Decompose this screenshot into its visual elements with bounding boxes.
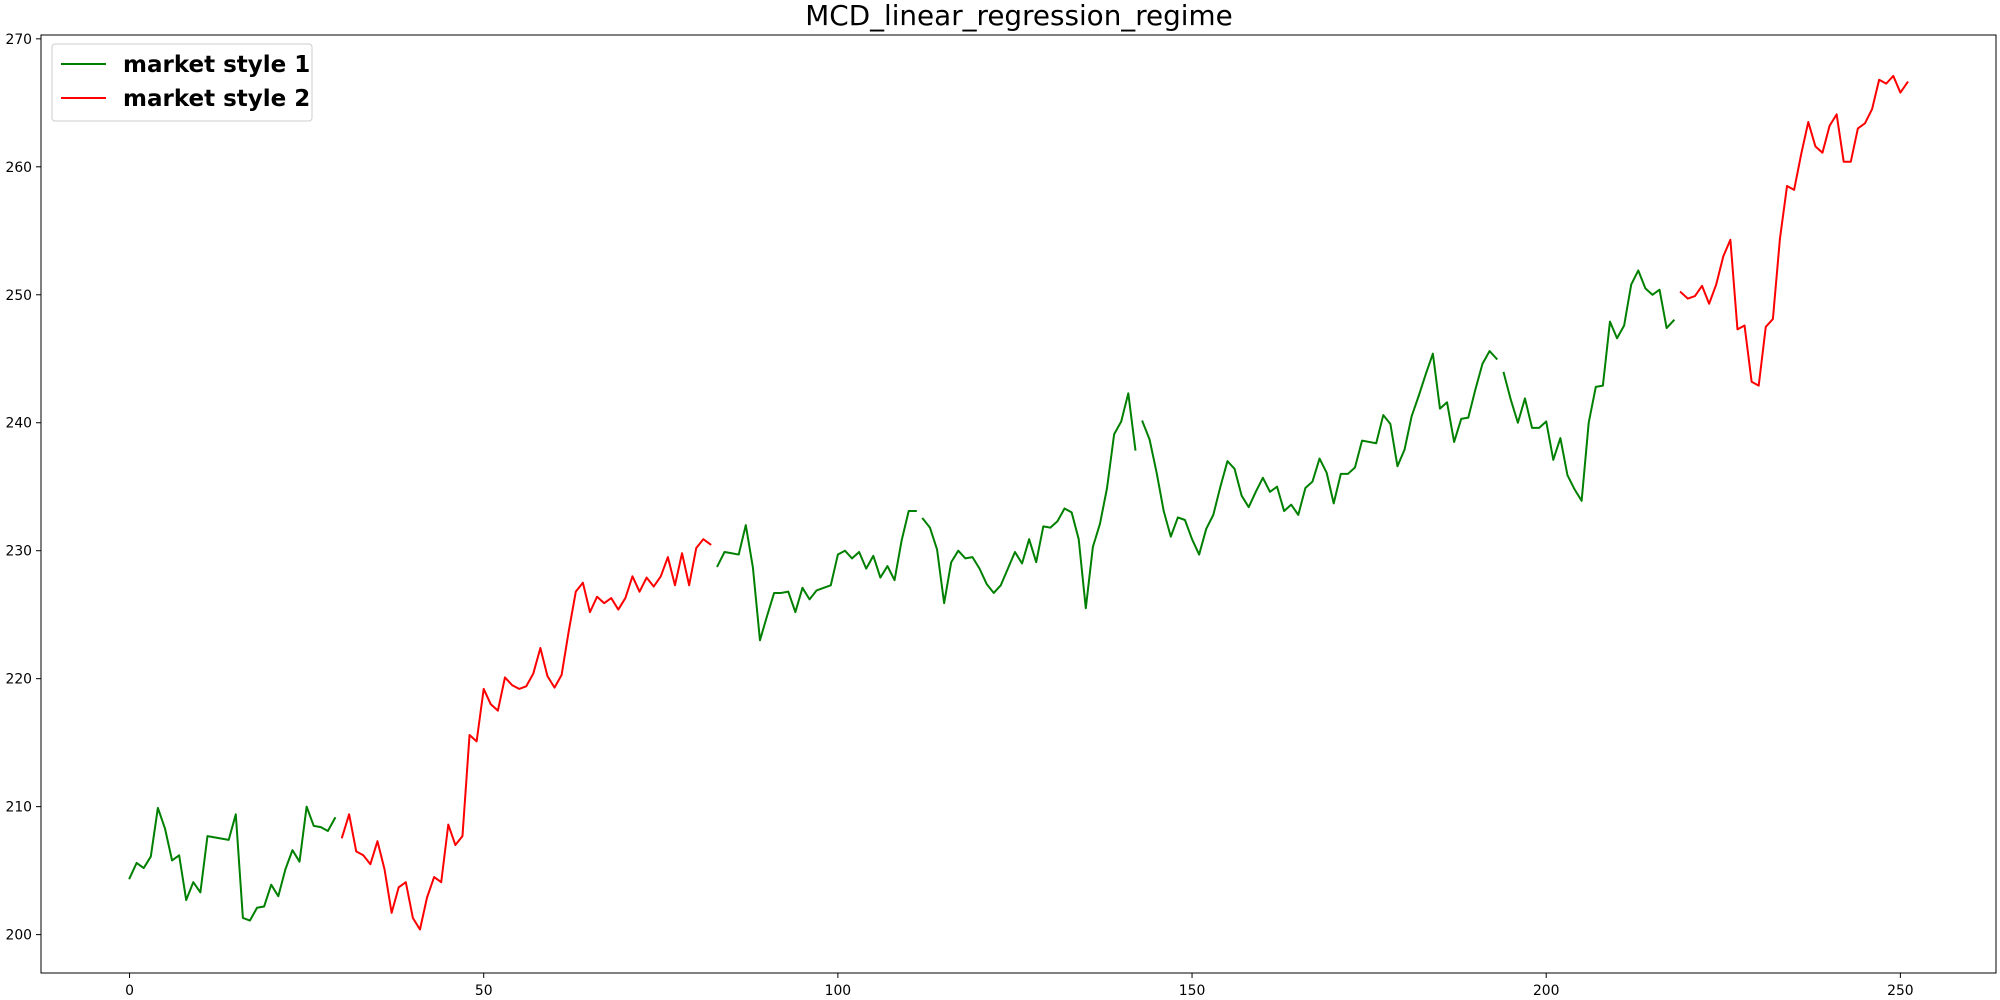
- y-tick-label: 230: [5, 544, 32, 560]
- series-line-market-style-1-segment-3: [921, 392, 1137, 610]
- x-tick-label: 50: [475, 983, 493, 999]
- x-tick-label: 250: [1887, 983, 1914, 999]
- series-line-market-style-1-segment-4: [1141, 350, 1499, 556]
- y-tick-label: 220: [5, 672, 32, 688]
- y-tick-label: 200: [5, 928, 32, 944]
- plot-area: [40, 34, 1997, 974]
- y-tick-label: 260: [5, 160, 32, 176]
- y-tick-label: 210: [5, 800, 32, 816]
- y-axis: 200 210 220 230 240 250 260 270: [5, 32, 41, 944]
- series-line-market-style-1-segment-5: [1502, 269, 1676, 502]
- series-line-market-style-2-segment-2: [1679, 74, 1909, 387]
- y-tick-label: 250: [5, 288, 32, 304]
- x-tick-label: 200: [1533, 983, 1560, 999]
- axes-frame: [40, 34, 1997, 974]
- y-tick-label: 240: [5, 416, 32, 432]
- series-layer: [128, 74, 1909, 931]
- series-line-market-style-1-segment-2: [716, 510, 917, 642]
- x-tick-label: 100: [825, 983, 852, 999]
- x-axis: 0 50 100 150 200 250: [125, 973, 1914, 999]
- x-tick-label: 0: [125, 983, 134, 999]
- series-line-market-style-2-segment-1: [340, 538, 712, 931]
- x-tick-label: 150: [1179, 983, 1206, 999]
- series-line-market-style-1-segment-1: [128, 805, 337, 922]
- legend-box: [51, 43, 313, 122]
- y-tick-label: 270: [5, 32, 32, 48]
- legend-label-market-style-1: market style 1: [123, 52, 310, 78]
- legend-label-market-style-2: market style 2: [123, 86, 310, 112]
- chart-title: MCD_linear_regression_regime: [805, 0, 1232, 32]
- legend: market style 1 market style 2: [51, 43, 313, 122]
